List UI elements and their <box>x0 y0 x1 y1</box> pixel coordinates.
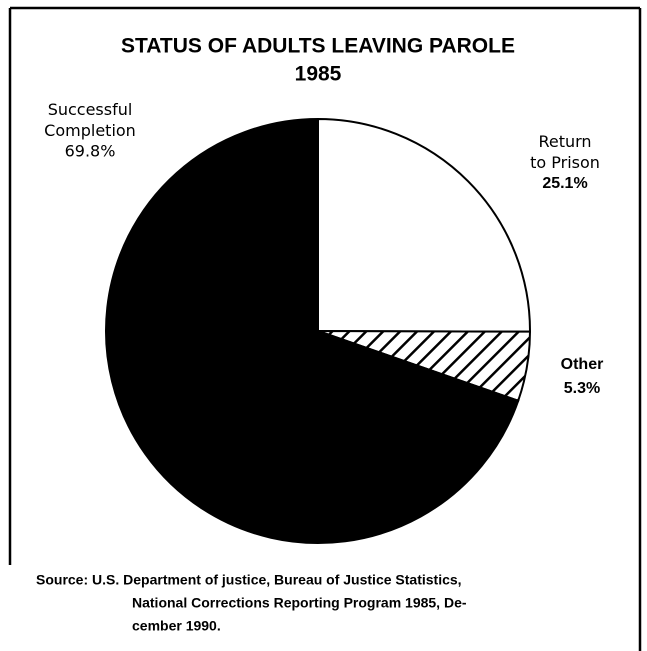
value-label: 5.3% <box>564 380 600 397</box>
slice-label: Successful Completion <box>44 100 136 140</box>
source-line: cember 1990. <box>132 618 221 634</box>
pie-slice <box>105 117 520 544</box>
slice-label: Other <box>561 356 604 373</box>
source-line: National Corrections Reporting Program 1… <box>132 595 467 611</box>
frame <box>8 6 642 651</box>
chart-title: STATUS OF ADULTS LEAVING PAROLE <box>121 35 515 58</box>
slice-label: Return to Prison <box>530 132 600 172</box>
pie-slice <box>317 117 531 333</box>
pie <box>105 117 532 544</box>
value-label: 25.1% <box>542 175 587 192</box>
value-label: 69.8% <box>65 142 116 161</box>
source-line: Source: U.S. Department of justice, Bure… <box>36 572 462 588</box>
chart-subtitle: 1985 <box>295 63 342 86</box>
labels: Return to Prison 25.1% Other 5.3% Successful C… <box>44 100 603 398</box>
